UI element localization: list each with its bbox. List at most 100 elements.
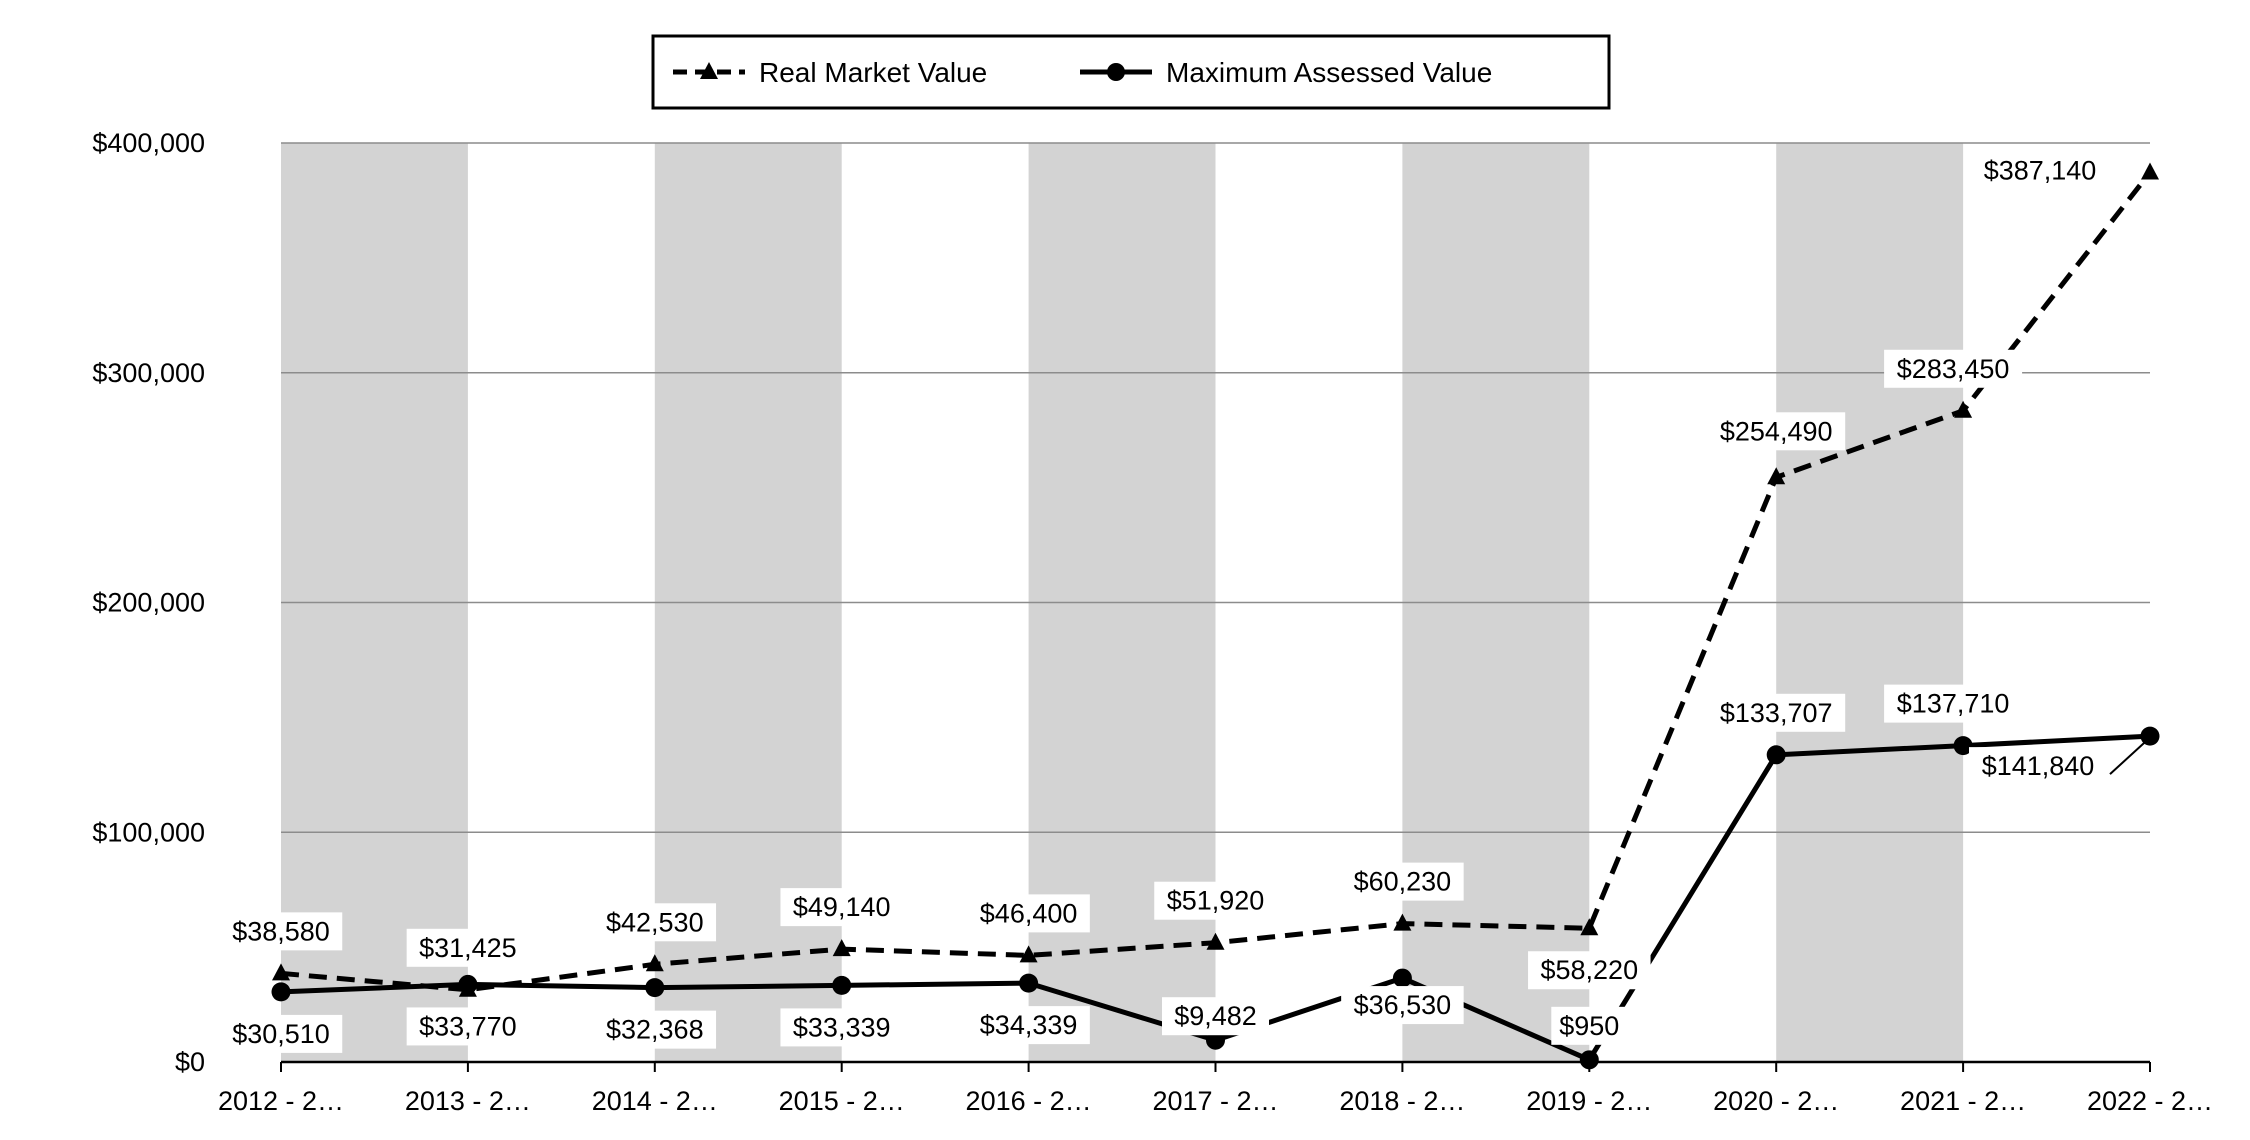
data-label-box xyxy=(219,912,343,951)
data-labels: $38,580 $31,425 $42,530 $49,140 $46,400 $51,9… xyxy=(219,151,2146,1053)
x-tick-label: 2019 - 2… xyxy=(1526,1086,1652,1116)
x-tick-label: 2014 - 2… xyxy=(592,1086,718,1116)
data-label-text: $9,482 xyxy=(1174,1001,1257,1031)
point-real-market-value xyxy=(2141,162,2159,180)
data-label-real-market-value: $49,140 xyxy=(780,888,903,927)
data-label-real-market-value: $387,140 xyxy=(1971,151,2109,190)
point-maximum-assessed-value xyxy=(1766,745,1786,765)
data-label-real-market-value: $42,530 xyxy=(593,903,717,942)
data-label-box xyxy=(1707,412,1846,451)
data-label-maximum-assessed-value: $950 xyxy=(1551,1006,1628,1045)
point-real-market-value xyxy=(1580,918,1599,936)
point-real-market-value xyxy=(1767,467,1786,485)
data-label-text: $30,510 xyxy=(232,1019,330,1049)
x-tick-label: 2015 - 2… xyxy=(779,1086,905,1116)
point-maximum-assessed-value xyxy=(832,975,852,995)
leader-line xyxy=(2109,741,2146,775)
data-label-box xyxy=(967,1006,1090,1045)
data-label-box xyxy=(1707,693,1846,732)
data-label-text: $31,425 xyxy=(419,933,517,963)
data-label-text: $36,530 xyxy=(1354,990,1452,1020)
axes: $0 $100,000 $200,000 $300,000 $400,000 2012 -… xyxy=(92,128,2213,1116)
data-label-box xyxy=(1969,747,2107,786)
data-label-real-market-value: $38,580 xyxy=(219,912,343,951)
y-tick-label: $300,000 xyxy=(92,358,205,388)
data-label-maximum-assessed-value: $34,339 xyxy=(967,1006,1090,1045)
legend-marker-real-market-value xyxy=(700,62,718,79)
x-tick-label: 2012 - 2… xyxy=(218,1086,344,1116)
data-label-maximum-assessed-value: $33,339 xyxy=(780,1008,903,1047)
data-label-box xyxy=(780,1008,903,1047)
data-label-real-market-value: $254,490 xyxy=(1707,412,1846,451)
point-maximum-assessed-value xyxy=(458,974,478,994)
data-label-text: $60,230 xyxy=(1354,867,1452,897)
data-label-text: $141,840 xyxy=(1982,751,2095,781)
point-maximum-assessed-value xyxy=(1579,1050,1599,1070)
data-label-text: $46,400 xyxy=(980,898,1078,928)
point-real-market-value xyxy=(1206,932,1225,950)
point-maximum-assessed-value xyxy=(271,982,291,1002)
x-tick-label: 2013 - 2… xyxy=(405,1086,531,1116)
data-label-box xyxy=(1884,684,2023,723)
data-label-text: $33,770 xyxy=(419,1011,517,1041)
data-label-text: $38,580 xyxy=(232,916,330,946)
legend-label-real-market-value: Real Market Value xyxy=(759,57,987,88)
point-real-market-value xyxy=(1393,913,1412,931)
point-real-market-value xyxy=(272,963,290,981)
data-label-box xyxy=(1551,1006,1628,1045)
data-label-maximum-assessed-value: $32,368 xyxy=(593,1010,717,1049)
x-tick-label: 2016 - 2… xyxy=(966,1086,1092,1116)
legend: Real Market Value Maximum Assessed Value xyxy=(651,34,1611,110)
y-tick-label: $100,000 xyxy=(92,817,205,847)
y-tick-label: $400,000 xyxy=(92,128,205,158)
data-label-text: $58,220 xyxy=(1540,955,1638,985)
data-label-maximum-assessed-value: $33,770 xyxy=(406,1007,530,1046)
point-real-market-value xyxy=(832,939,851,957)
data-label-real-market-value: $46,400 xyxy=(967,894,1090,933)
x-tick-label: 2018 - 2… xyxy=(1339,1086,1465,1116)
data-label-box xyxy=(1971,151,2109,190)
point-maximum-assessed-value xyxy=(2140,726,2160,746)
data-label-text: $137,710 xyxy=(1897,689,2010,719)
data-label-real-market-value: $31,425 xyxy=(406,928,530,967)
data-label-text: $42,530 xyxy=(606,907,704,937)
data-label-text: $387,140 xyxy=(1984,156,2097,186)
point-real-market-value xyxy=(645,954,664,972)
data-label-text: $51,920 xyxy=(1167,886,1265,916)
data-label-maximum-assessed-value: $36,530 xyxy=(1341,986,1464,1025)
data-label-box xyxy=(1341,862,1464,901)
point-maximum-assessed-value xyxy=(1392,968,1412,988)
data-label-box xyxy=(1154,881,1277,920)
data-label-box xyxy=(1341,986,1464,1025)
data-label-box xyxy=(1884,349,2023,388)
data-label-maximum-assessed-value: $30,510 xyxy=(219,1014,343,1053)
data-label-text: $33,339 xyxy=(793,1012,891,1042)
data-label-maximum-assessed-value: $137,710 xyxy=(1884,684,2023,723)
data-label-real-market-value: $283,450 xyxy=(1884,349,2023,388)
data-label-text: $254,490 xyxy=(1720,416,1833,446)
data-label-real-market-value: $60,230 xyxy=(1341,862,1464,901)
x-tick-label: 2017 - 2… xyxy=(1152,1086,1278,1116)
series xyxy=(271,162,2160,1070)
data-label-text: $133,707 xyxy=(1720,698,1833,728)
legend-box xyxy=(651,34,1611,110)
y-tick-label: $200,000 xyxy=(92,588,205,618)
data-label-box xyxy=(406,1007,530,1046)
point-real-market-value xyxy=(1954,400,1973,418)
data-label-box xyxy=(219,1014,343,1053)
legend-marker-maximum-assessed-value xyxy=(1107,63,1125,81)
data-label-text: $283,450 xyxy=(1897,354,2010,384)
data-label-maximum-assessed-value: $9,482 xyxy=(1162,997,1269,1036)
data-label-text: $32,368 xyxy=(606,1015,704,1045)
x-tick-label: 2021 - 2… xyxy=(1900,1086,2026,1116)
data-label-real-market-value: $51,920 xyxy=(1154,881,1277,920)
data-label-text: $34,339 xyxy=(980,1010,1078,1040)
data-label-box xyxy=(1162,997,1269,1036)
point-maximum-assessed-value xyxy=(645,978,665,998)
data-label-maximum-assessed-value: $141,840 xyxy=(1969,747,2107,786)
data-label-box xyxy=(780,888,903,927)
x-tick-label: 2022 - 2… xyxy=(2087,1086,2213,1116)
point-maximum-assessed-value xyxy=(1019,973,1039,993)
data-label-box xyxy=(1528,951,1651,990)
